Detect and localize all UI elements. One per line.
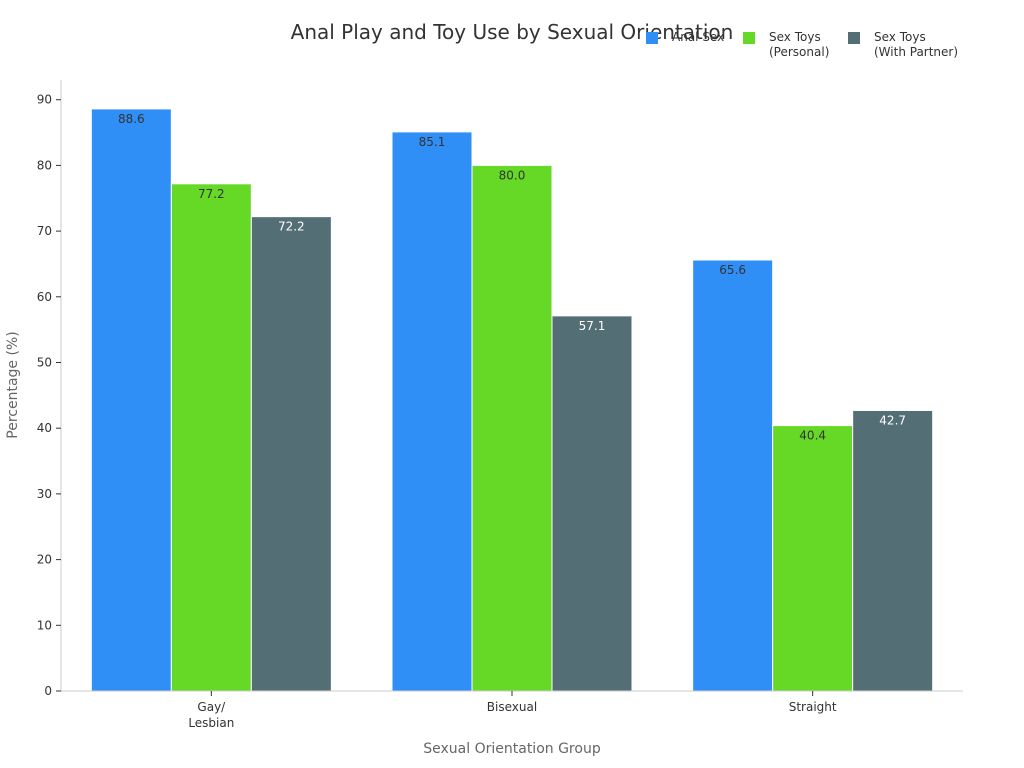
x-axis-label: Sexual Orientation Group [423, 741, 601, 757]
legend: Anal Sex Sex Toys (Personal) Sex Toys (W… [640, 30, 1020, 66]
data-label: 77.2 [198, 187, 225, 201]
y-tick-label: 0 [44, 684, 52, 698]
legend-swatch-sex-toys-personal [743, 32, 755, 44]
y-tick-label: 50 [37, 356, 52, 370]
legend-label-sex-toys-personal: Sex Toys (Personal) [769, 30, 830, 59]
legend-item-sex-toys-personal[interactable]: Sex Toys (Personal) [743, 30, 829, 60]
x-tick-label: Bisexual [487, 700, 537, 714]
legend-swatch-sex-toys-partner [848, 32, 860, 44]
data-label: 85.1 [419, 135, 446, 149]
y-tick-label: 10 [37, 618, 52, 632]
y-tick-label: 20 [37, 553, 52, 567]
data-label: 80.0 [499, 168, 526, 182]
bar-anal-sex-2[interactable] [391, 131, 473, 692]
data-label: 40.4 [799, 429, 826, 443]
x-tick-label: Straight [789, 700, 837, 714]
data-label: 57.1 [579, 319, 606, 333]
legend-swatch-anal-sex [646, 32, 658, 44]
bar-sex-toys-partner-3[interactable] [852, 409, 934, 692]
data-label: 72.2 [278, 220, 305, 234]
y-tick-label: 60 [37, 290, 52, 304]
bar-sex-toys-partner-2[interactable] [551, 315, 633, 692]
chart-title: Anal Play and Toy Use by Sexual Orientat… [290, 20, 734, 44]
bar-anal-sex-3[interactable] [692, 259, 774, 692]
y-tick-label: 40 [37, 421, 52, 435]
bar-sex-toys-partner-1[interactable] [250, 216, 332, 692]
y-tick-label: 30 [37, 487, 52, 501]
bar-sex-toys-personal-2[interactable] [471, 164, 553, 692]
y-tick-label: 70 [37, 224, 52, 238]
bar-anal-sex-1[interactable] [90, 108, 172, 692]
data-label: 42.7 [879, 413, 906, 427]
y-tick-label: 80 [37, 158, 52, 172]
y-tick-label: 90 [37, 93, 52, 107]
data-label: 88.6 [118, 112, 145, 126]
legend-label-anal-sex: Anal Sex [672, 30, 725, 44]
legend-item-sex-toys-partner[interactable]: Sex Toys (With Partner) [848, 30, 958, 60]
legend-item-anal-sex[interactable]: Anal Sex [646, 30, 724, 45]
x-tick-label: Gay/Lesbian [188, 700, 234, 730]
legend-label-sex-toys-partner: Sex Toys (With Partner) [874, 30, 959, 59]
data-label: 65.6 [719, 263, 746, 277]
bar-sex-toys-personal-1[interactable] [170, 183, 252, 692]
y-axis-label: Percentage (%) [5, 331, 21, 439]
bar-sex-toys-personal-3[interactable] [772, 425, 854, 692]
